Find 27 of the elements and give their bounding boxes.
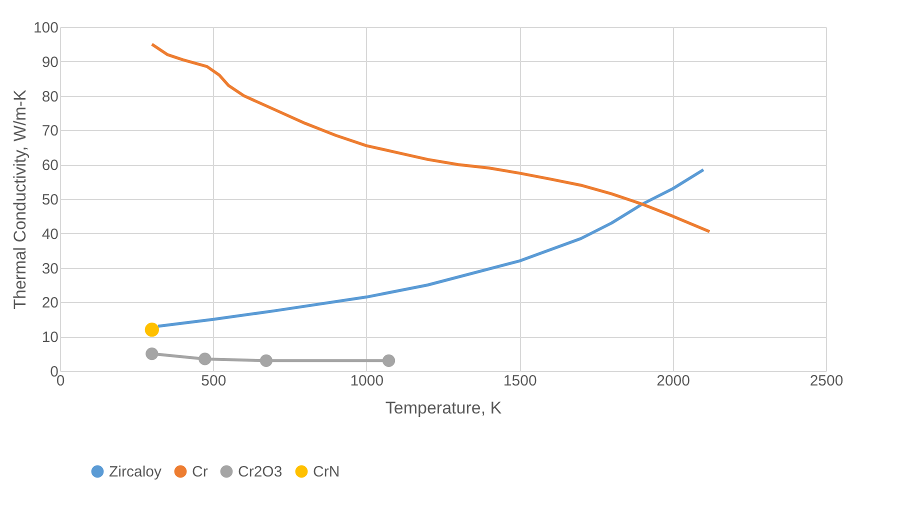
y-tick-label: 50 — [42, 192, 58, 208]
y-tick-label: 30 — [42, 260, 58, 278]
legend-label: Zircaloy — [109, 464, 162, 481]
x-tick-label: 2000 — [656, 372, 690, 390]
x-tick-label: 500 — [201, 372, 226, 390]
y-tick-label: 60 — [42, 157, 58, 174]
x-tick-label: 1500 — [503, 372, 537, 390]
y-tick-label: 20 — [42, 294, 58, 312]
point — [198, 352, 212, 366]
point — [382, 354, 396, 367]
point — [144, 322, 159, 337]
y-tick-label: 80 — [42, 88, 58, 106]
x-axis-title: Temperature, K — [385, 398, 502, 418]
line-series — [150, 42, 712, 234]
y-tick-label: 70 — [42, 122, 58, 140]
point — [146, 347, 158, 360]
legend-label: Cr2O3 — [238, 464, 282, 481]
point — [260, 354, 273, 367]
y-tick-label: 10 — [42, 329, 58, 346]
y-tick-label: 100 — [33, 20, 58, 36]
legend-label: CrN — [313, 464, 340, 481]
legend-label: Cr — [192, 464, 208, 481]
x-tick-label: 2500 — [810, 372, 844, 390]
y-tick-label: 90 — [42, 54, 58, 71]
y-axis-title: Thermal Conductivity, W/m-K — [10, 88, 30, 310]
y-tick-label: 40 — [42, 226, 58, 243]
x-tick-label: 1000 — [350, 372, 384, 390]
